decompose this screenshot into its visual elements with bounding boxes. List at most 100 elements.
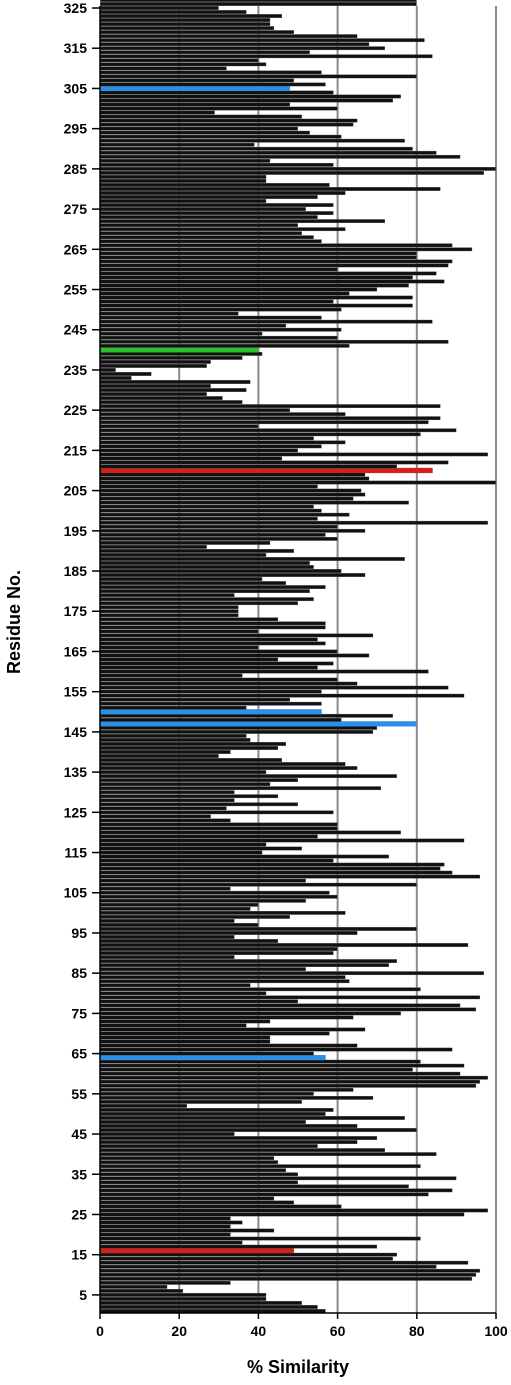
y-tick-label: 125 [64,804,88,820]
y-tick-label: 75 [71,1005,87,1021]
bar [100,585,326,589]
bar [100,762,346,766]
y-tick-label: 235 [64,362,88,378]
bar [100,758,283,762]
bar [100,613,239,618]
bar [100,786,382,791]
y-tick-label: 185 [64,563,88,579]
bar [100,142,255,147]
bar [100,1224,231,1229]
bar [100,496,354,501]
bar [100,617,279,622]
y-tick-label: 295 [64,121,88,137]
bar [100,327,342,332]
bar [100,62,267,67]
bar [100,746,279,750]
bar [100,303,413,308]
bar [100,102,290,107]
bar [100,351,263,356]
bar [100,126,298,131]
bar [100,263,449,268]
bar [100,1301,302,1305]
bar [100,372,152,376]
bar [100,1075,488,1080]
bar [100,134,342,139]
bar [100,878,306,883]
bar [100,331,263,336]
bar [100,1144,318,1148]
bar [100,211,334,215]
bar [100,822,338,827]
y-axis-label: Residue No. [4,570,24,674]
bar [100,842,267,847]
bar [100,963,389,968]
bar [100,1067,413,1072]
y-tick-label: 275 [64,201,88,217]
bar [100,235,314,240]
bar [100,1031,330,1036]
bar [100,1164,421,1169]
bar [100,432,421,437]
bar [100,677,338,682]
bar [100,818,231,823]
bar [100,440,346,445]
bar [100,1160,279,1165]
bar [100,810,334,815]
x-tick-label: 40 [251,1323,267,1339]
bar [100,1293,267,1297]
bar [100,239,322,244]
bar [100,1280,231,1285]
bar [100,601,298,606]
bar [100,38,425,43]
bar [100,1284,168,1289]
ticks: 0 20 40 60 80 100 5 15 25 35 45 55 65 75 85 95 105 115 125… [64,0,508,1339]
x-tick-label: 100 [484,1323,508,1339]
bar [100,979,350,984]
bar [100,484,318,489]
bar [100,657,279,662]
bar [100,886,231,891]
y-tick-label: 45 [71,1126,87,1142]
bar [100,50,310,55]
bar [100,187,441,191]
bar [100,866,441,871]
bar [100,26,275,30]
bar [100,1140,358,1144]
bar [100,713,393,718]
bar-highlight [100,1055,326,1061]
bar [100,701,322,706]
y-tick-label: 85 [71,965,87,981]
bar [100,179,267,183]
bar [100,1208,488,1213]
bar [100,633,374,638]
bar [100,247,473,252]
axes [99,6,496,1314]
bar [100,1136,378,1140]
x-tick-label: 20 [171,1323,187,1339]
bar-highlight [100,347,259,353]
bar [100,480,496,485]
y-tick-label: 325 [64,0,88,16]
bar [100,356,243,360]
y-tick-label: 225 [64,402,88,418]
bar [100,448,298,453]
bar [100,1240,243,1245]
bar [100,589,310,593]
y-tick-label: 265 [64,241,88,257]
bar [100,939,279,943]
bar [100,311,239,316]
bar [100,906,251,911]
bar [100,951,334,955]
bar [100,826,338,831]
bar [100,1051,314,1056]
bar [100,219,385,224]
bar [100,923,259,927]
bar [100,854,389,859]
bar-highlight [100,709,322,715]
bar [100,492,366,497]
bar [100,874,481,879]
bar [100,138,405,143]
bar [100,146,413,151]
bar [100,577,263,581]
